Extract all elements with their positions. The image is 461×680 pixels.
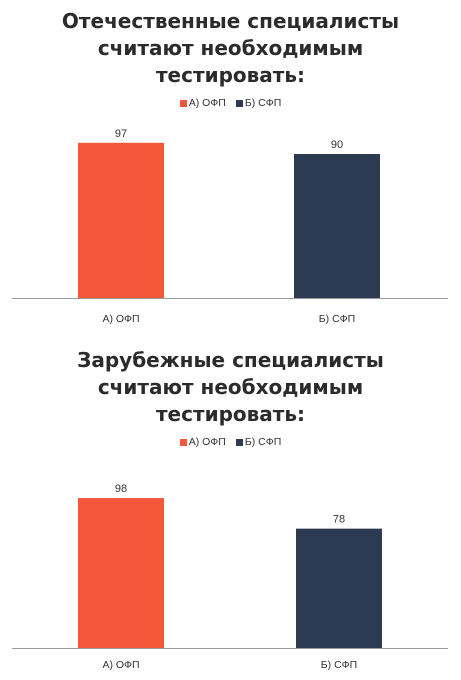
- chart-title: Отечественные специалисты считают необхо…: [0, 8, 461, 89]
- data-label: 98: [115, 483, 127, 495]
- chart-panel-domestic: Отечественные специалисты считают необхо…: [0, 8, 461, 325]
- legend-swatch: [235, 99, 243, 107]
- legend-swatch: [179, 438, 187, 446]
- chart-title-line: Зарубежные специалисты: [77, 348, 384, 372]
- legend-label: Б) СФП: [244, 436, 282, 448]
- data-label: 97: [115, 128, 127, 140]
- legend-label: А) ОФП: [188, 436, 226, 448]
- chart-title-line: тестировать:: [155, 402, 306, 426]
- legend-item: А) ОФП: [179, 436, 226, 448]
- chart-legend: А) ОФП Б) СФП: [0, 97, 461, 109]
- legend-item: А) ОФП: [179, 97, 226, 109]
- category-label: Б) СФП: [321, 659, 357, 671]
- bar: [296, 528, 382, 648]
- chart-legend: А) ОФП Б) СФП: [0, 436, 461, 448]
- legend-label: Б) СФП: [244, 97, 282, 109]
- bar-plot: 98 А) ОФП 78 Б) СФП: [12, 483, 448, 671]
- chart-title-line: считают необходимым: [97, 36, 364, 60]
- bar: [78, 142, 164, 298]
- chart-title-line: тестировать:: [155, 63, 306, 87]
- legend-swatch: [235, 438, 243, 446]
- chart-title-line: Отечественные специалисты: [61, 9, 400, 33]
- category-label: Б) СФП: [319, 313, 355, 325]
- bar: [294, 154, 380, 298]
- bar: [78, 498, 164, 648]
- category-label: А) ОФП: [102, 313, 139, 325]
- category-label: А) ОФП: [102, 659, 139, 671]
- chart-title-line: считают необходимым: [97, 375, 364, 399]
- chart-title: Зарубежные специалисты считают необходим…: [0, 347, 461, 428]
- data-label: 90: [331, 139, 343, 151]
- legend-label: А) ОФП: [188, 97, 226, 109]
- legend-item: Б) СФП: [235, 97, 282, 109]
- data-label: 78: [333, 514, 345, 526]
- legend-item: Б) СФП: [235, 436, 282, 448]
- legend-swatch: [179, 99, 187, 107]
- chart-panel-foreign: Зарубежные специалисты считают необходим…: [0, 340, 461, 674]
- bar-plot: 97 А) ОФП 90 Б) СФП: [12, 128, 448, 325]
